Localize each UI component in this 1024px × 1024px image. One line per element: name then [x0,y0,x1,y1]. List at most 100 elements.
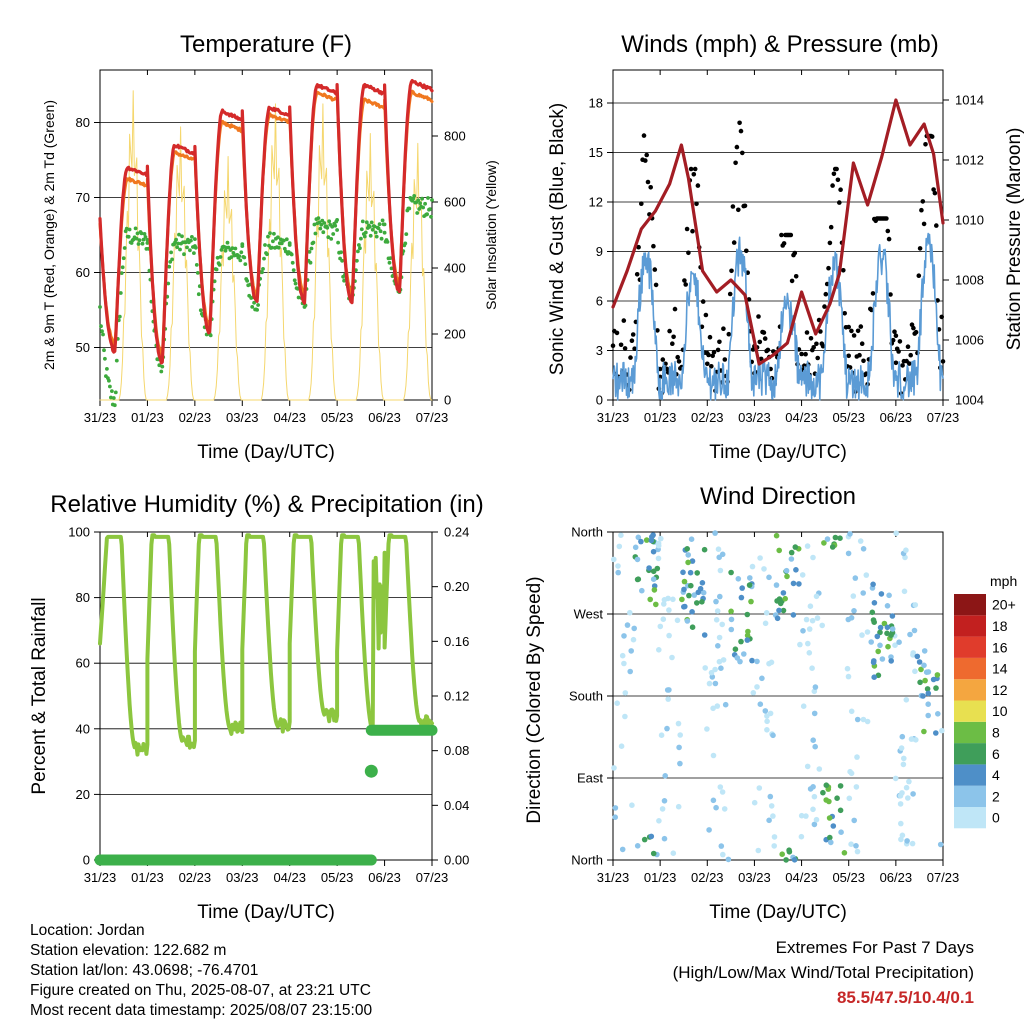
gust-point [890,337,896,343]
gust-point [683,282,688,287]
gust-point [919,207,924,213]
humidity-x-tick-label: 05/23 [321,870,354,885]
direction-point [878,591,885,597]
legend-swatch [954,679,986,701]
direction-point [713,804,719,811]
gust-point [837,200,842,205]
dewpoint-point [385,240,390,244]
direction-point [853,784,860,790]
humidity-y2-tick-label: 0.00 [444,853,469,868]
dewpoint-point [407,206,412,211]
dewpoint-point [428,207,432,212]
direction-point [828,839,834,846]
dewpoint-point [107,378,111,383]
direction-point [903,547,909,553]
direction-point [850,593,857,599]
winds-x-tick-label: 31/23 [597,410,630,425]
direction-point [728,626,735,633]
direction-point [744,637,751,643]
dewpoint-point [208,333,213,338]
direction-point [646,565,652,571]
gust-point [622,346,628,351]
dewpoint-point [321,230,326,235]
direction-point [921,662,927,669]
direction-y-tick-label: South [569,689,603,704]
direction-point [925,690,932,697]
direction-point [776,547,782,554]
dewpoint-point [418,201,422,206]
direction-point [650,576,657,582]
direction-point [650,850,657,857]
direction-point [720,657,727,663]
direction-point [911,627,918,634]
elevation-text: Station elevation: 122.682 m [30,942,227,959]
winds-x-tick-label: 03/23 [738,410,771,425]
direction-point [744,611,751,618]
dewpoint-point [335,228,339,232]
direction-point [910,791,916,797]
gust-point [610,343,616,349]
dewpoint-point [184,240,188,245]
direction-point [930,676,937,683]
gust-point [846,353,851,359]
dewpoint-point [290,260,295,265]
direction-point [615,569,621,576]
gust-point [653,282,659,288]
direction-point [675,803,682,810]
gust-point [932,190,938,196]
gust-point [792,250,798,256]
direction-point [809,617,816,624]
gust-point [710,353,715,359]
direction-point [788,549,795,556]
winds-y-tick-label: 18 [589,96,603,111]
dewpoint-point [256,303,260,307]
dewpoint-point [137,238,142,243]
direction-point [797,641,803,648]
direction-point [717,593,723,600]
legend-swatch [954,636,986,658]
gust-point [630,332,636,337]
direction-point [774,615,781,622]
dewpoint-point [145,241,150,245]
direction-point [786,847,792,853]
humidity-x-tick-label: 03/23 [226,870,259,885]
direction-point [874,633,881,640]
direction-point [851,608,857,614]
direction-point [810,806,816,813]
direction-y-tick-label: North [571,525,603,540]
direction-point [749,657,755,664]
dewpoint-point [141,237,146,242]
direction-point [779,851,785,857]
gust-point [900,363,905,368]
dewpoint-point [139,231,144,236]
direction-point [630,636,637,643]
direction-point [768,659,775,666]
dewpoint-point [329,237,334,241]
winds-y2-axis-label: Station Pressure (Maroon) [1004,128,1024,351]
dewpoint-point [198,308,203,313]
direction-point [713,598,719,605]
direction-point [914,653,921,660]
direction-point [879,656,886,662]
direction-point [921,648,928,654]
direction-point [716,634,723,641]
gust-point [675,354,680,360]
dewpoint-point [387,260,392,265]
dewpoint-point [119,271,124,275]
direction-point [676,744,682,751]
dewpoint-point [169,250,174,255]
direction-point [773,582,780,588]
gust-point [744,248,749,254]
direction-point [715,643,721,649]
direction-point [689,624,696,630]
temp-y2-tick-label: 800 [444,129,466,144]
direction-point [716,658,723,665]
direction-point [689,609,695,615]
direction-point [688,536,695,542]
direction-point [814,615,821,621]
direction-point [728,608,734,615]
dewpoint-point [326,235,331,240]
dewpoint-point [380,218,385,223]
temp-2m-line [98,78,434,365]
direction-x-tick-label: 02/23 [691,870,724,885]
